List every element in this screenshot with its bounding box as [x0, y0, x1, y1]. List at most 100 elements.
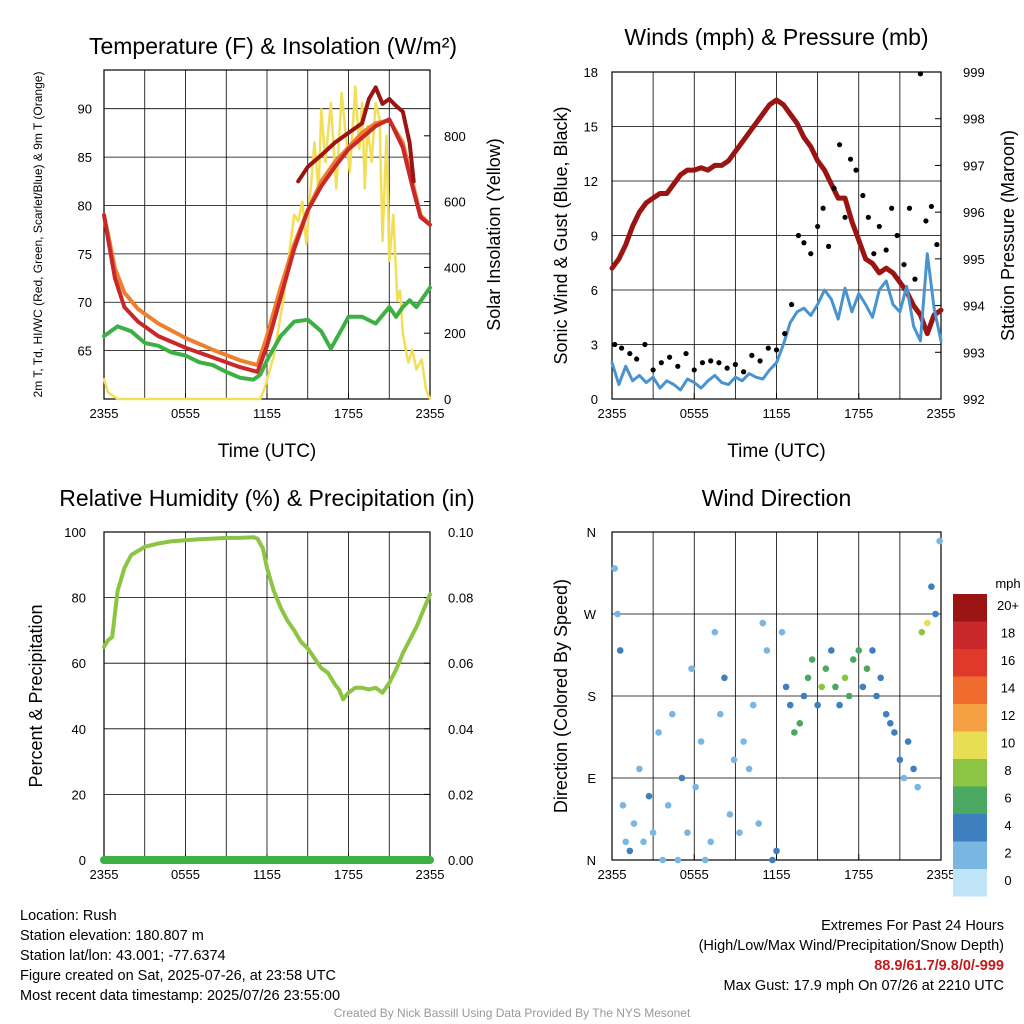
direction-point — [655, 729, 662, 736]
gust-point — [788, 301, 795, 308]
direction-point — [745, 765, 753, 773]
y-tick-label: W — [584, 607, 597, 622]
y-tick-label: 60 — [72, 656, 86, 671]
gust-point — [825, 243, 832, 249]
direction-point — [814, 701, 821, 709]
gust-point — [773, 347, 780, 353]
x-tick-label: 2355 — [598, 867, 627, 882]
y-tick-label: 15 — [584, 120, 598, 135]
gust-point — [801, 240, 807, 246]
direction-point — [649, 829, 657, 836]
y2-axis-title: Station Pressure (Maroon) — [998, 130, 1018, 341]
direction-point — [910, 765, 917, 773]
legend-swatch — [953, 594, 987, 622]
gust-point — [808, 251, 814, 257]
gust-point — [716, 360, 722, 366]
direction-point — [882, 710, 890, 718]
direction-point — [711, 628, 719, 636]
created-text: Figure created on Sat, 2025-07-26, at 23… — [20, 968, 336, 984]
credit-text: Created By Nick Bassill Using Data Provi… — [333, 1006, 691, 1020]
direction-point — [626, 847, 634, 855]
direction-point — [855, 647, 863, 654]
y2-axis-title: Solar Insolation (Yellow) — [484, 138, 504, 330]
panel-title-humidity: Relative Humidity (%) & Precipitation (i… — [59, 485, 474, 511]
gust-point — [860, 192, 866, 199]
gust-point — [749, 352, 755, 358]
direction-point — [721, 674, 728, 682]
gust-point — [871, 251, 877, 257]
y2-tick-label: 999 — [963, 65, 985, 80]
direction-point — [778, 628, 786, 636]
legend-label: 18 — [1001, 626, 1015, 641]
x-tick-label: 1755 — [334, 406, 363, 421]
x-axis-title: Time (UTC) — [218, 441, 317, 462]
y2-tick-label: 600 — [444, 195, 466, 210]
x-tick-label: 2355 — [416, 406, 445, 421]
y2-tick-label: 0.10 — [448, 525, 473, 540]
direction-point — [701, 856, 709, 864]
gust-point — [675, 363, 681, 369]
y2-tick-label: 996 — [963, 205, 985, 220]
y-tick-label: 0 — [79, 853, 86, 868]
max-gust-text: Max Gust: 17.9 mph On 07/26 at 2210 UTC — [723, 978, 1004, 994]
direction-point — [697, 738, 705, 745]
y-tick-label: 85 — [78, 150, 92, 165]
direction-point — [918, 628, 926, 636]
y2-tick-label: 800 — [444, 129, 466, 144]
gust-point — [865, 214, 871, 220]
legend-swatch — [953, 704, 987, 732]
y-axis-title: Direction (Colored By Speed) — [551, 579, 571, 813]
y2-tick-label: 0.08 — [448, 591, 473, 606]
station-info: Location: Rush Station elevation: 180.80… — [20, 906, 340, 1006]
direction-point — [863, 665, 871, 672]
direction-point — [828, 647, 835, 654]
series-line-pressure — [609, 97, 944, 337]
x-tick-label: 1155 — [763, 867, 791, 882]
x-tick-label: 1755 — [844, 406, 873, 421]
series-line-heat_index — [296, 85, 416, 184]
direction-point — [749, 701, 757, 709]
y-tick-label: E — [587, 771, 596, 786]
direction-point — [616, 647, 624, 654]
legend-label: 4 — [1004, 818, 1011, 833]
y2-tick-label: 997 — [963, 158, 985, 173]
direction-point — [877, 674, 884, 682]
gust-point — [757, 358, 763, 364]
direction-point — [841, 674, 849, 682]
direction-point — [773, 847, 780, 855]
direction-point — [645, 792, 653, 800]
gust-point — [889, 205, 895, 211]
gust-point — [699, 360, 706, 366]
gust-point — [928, 203, 935, 210]
direction-point — [904, 738, 912, 745]
y-axis-title: Sonic Wind & Gust (Blue, Black) — [551, 106, 571, 364]
series-line-wind — [610, 252, 943, 392]
y2-tick-label: 993 — [963, 345, 985, 360]
y-tick-label: 80 — [78, 198, 92, 213]
direction-point — [740, 738, 747, 745]
panel-title-winds: Winds (mph) & Pressure (mb) — [624, 24, 928, 50]
x-tick-label: 1155 — [253, 406, 281, 421]
direction-point — [808, 656, 816, 663]
gust-point — [618, 345, 625, 351]
direction-point — [759, 619, 767, 627]
direction-point — [891, 729, 898, 736]
direction-point — [791, 729, 798, 736]
legend-label: 12 — [1001, 708, 1015, 723]
gust-point — [901, 261, 907, 268]
elevation-text: Station elevation: 180.807 m — [20, 928, 204, 944]
direction-point — [684, 829, 691, 836]
gust-point — [666, 354, 673, 360]
x-tick-label: 1755 — [334, 867, 363, 882]
gust-point — [708, 358, 714, 364]
latlon-text: Station lat/lon: 43.001; -77.6374 — [20, 948, 226, 964]
y-tick-label: 0 — [591, 392, 598, 407]
gust-point — [650, 367, 656, 373]
gust-point — [906, 205, 913, 211]
gust-point — [782, 331, 788, 337]
legend-swatch — [953, 621, 987, 649]
y2-tick-label: 400 — [444, 260, 466, 275]
y-tick-label: 100 — [64, 525, 86, 540]
direction-point — [716, 710, 724, 718]
recent-text: Most recent data timestamp: 2025/07/26 2… — [20, 988, 341, 1004]
